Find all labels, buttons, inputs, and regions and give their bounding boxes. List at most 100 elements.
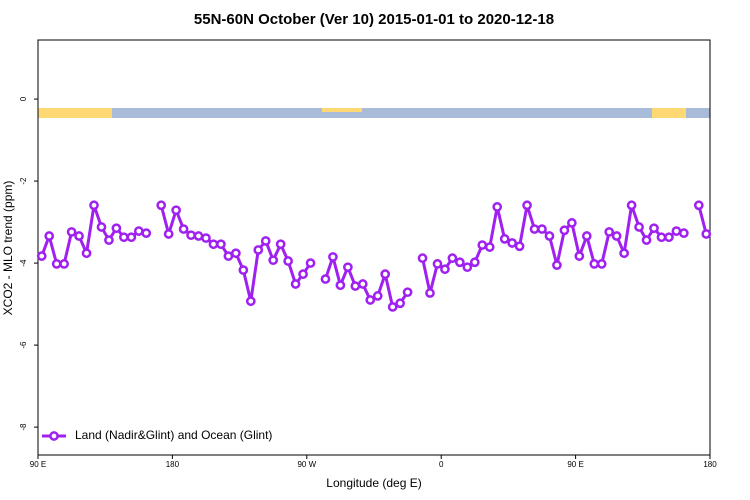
legend-marker xyxy=(49,431,59,441)
y-tick-label: -6 xyxy=(19,341,28,349)
data-point xyxy=(283,256,293,266)
x-tick-label: 90 W xyxy=(297,460,316,469)
data-point xyxy=(559,225,570,236)
data-point xyxy=(626,200,637,211)
data-point xyxy=(455,257,465,268)
x-tick-label: 90 E xyxy=(567,460,583,469)
data-point xyxy=(514,241,525,252)
data-point xyxy=(231,248,241,259)
x-axis-label: Longitude (deg E) xyxy=(326,476,421,490)
data-point xyxy=(51,259,62,269)
data-point xyxy=(522,200,532,211)
data-point xyxy=(104,235,114,245)
data-point xyxy=(305,258,316,268)
data-point xyxy=(156,200,167,211)
data-point xyxy=(395,298,405,309)
data-point xyxy=(335,280,346,291)
y-tick-label: -2 xyxy=(19,177,28,185)
data-point xyxy=(81,248,92,259)
data-point xyxy=(260,236,271,246)
data-point xyxy=(552,260,562,270)
data-point xyxy=(245,296,256,307)
chart-title: 55N-60N October (Ver 10) 2015-01-01 to 2… xyxy=(194,11,554,28)
data-point xyxy=(268,255,279,266)
y-tick-label: -8 xyxy=(19,423,28,431)
data-point xyxy=(343,262,353,273)
data-point xyxy=(275,239,286,250)
data-point xyxy=(193,231,204,241)
data-point xyxy=(253,245,264,255)
data-point xyxy=(656,232,667,243)
data-point xyxy=(111,223,122,234)
x-tick-label: 180 xyxy=(166,460,180,469)
data-point xyxy=(178,224,189,234)
data-point xyxy=(208,239,219,250)
data-point xyxy=(679,228,689,238)
y-tick-label: 0 xyxy=(19,96,28,101)
data-point xyxy=(581,231,592,241)
data-point xyxy=(59,259,69,269)
data-point xyxy=(671,226,682,236)
data-point xyxy=(693,200,704,211)
data-point xyxy=(484,242,495,252)
data-point xyxy=(163,229,174,239)
data-point xyxy=(649,223,659,234)
data-point xyxy=(133,226,144,236)
data-point xyxy=(492,202,503,212)
data-point xyxy=(290,279,301,289)
data-point xyxy=(320,274,331,284)
data-point xyxy=(66,227,77,237)
y-tick-label: -4 xyxy=(19,259,28,267)
data-point xyxy=(634,222,644,232)
data-point xyxy=(567,218,577,228)
plot-frame xyxy=(37,39,711,456)
x-tick-label: 90 E xyxy=(30,460,46,469)
data-point xyxy=(328,252,338,262)
series-line xyxy=(40,204,708,310)
data-point xyxy=(440,264,450,275)
data-point xyxy=(604,227,615,237)
data-point xyxy=(89,200,99,211)
data-point xyxy=(298,269,308,280)
data-point xyxy=(402,287,413,298)
data-point xyxy=(365,295,376,305)
data-point xyxy=(462,262,473,273)
data-point xyxy=(619,248,629,259)
land-ocean-band xyxy=(38,108,710,118)
data-point xyxy=(357,279,368,289)
data-point xyxy=(701,229,712,239)
data-point xyxy=(141,228,152,238)
data-point xyxy=(44,231,55,241)
data-point xyxy=(387,302,398,312)
data-point xyxy=(544,231,555,241)
data-point xyxy=(425,288,435,298)
data-point xyxy=(574,251,585,261)
data-point xyxy=(201,233,211,243)
x-tick-label: 180 xyxy=(703,460,717,469)
data-point xyxy=(380,269,391,280)
x-tick-label: 0 xyxy=(439,460,444,469)
data-point xyxy=(96,222,107,232)
data-point xyxy=(186,230,196,241)
y-axis-label: XCO2 - MLO trend (ppm) xyxy=(1,181,15,316)
data-point xyxy=(641,235,652,245)
data-point xyxy=(417,253,428,264)
data-point xyxy=(611,231,622,241)
data-point xyxy=(664,232,674,243)
data-point xyxy=(238,265,249,275)
data-point xyxy=(119,232,129,243)
data-point xyxy=(537,224,547,234)
data-point xyxy=(74,231,84,241)
data-point xyxy=(350,281,361,291)
data-point xyxy=(477,240,488,250)
legend-label: Land (Nadir&Glint) and Ocean (Glint) xyxy=(75,428,272,442)
data-point xyxy=(126,232,137,243)
data-point xyxy=(372,291,383,301)
data-point xyxy=(223,251,234,261)
data-point xyxy=(596,259,607,269)
data-point xyxy=(447,253,458,264)
data-point xyxy=(171,205,181,216)
data-point xyxy=(432,259,443,269)
data-point xyxy=(499,234,510,244)
